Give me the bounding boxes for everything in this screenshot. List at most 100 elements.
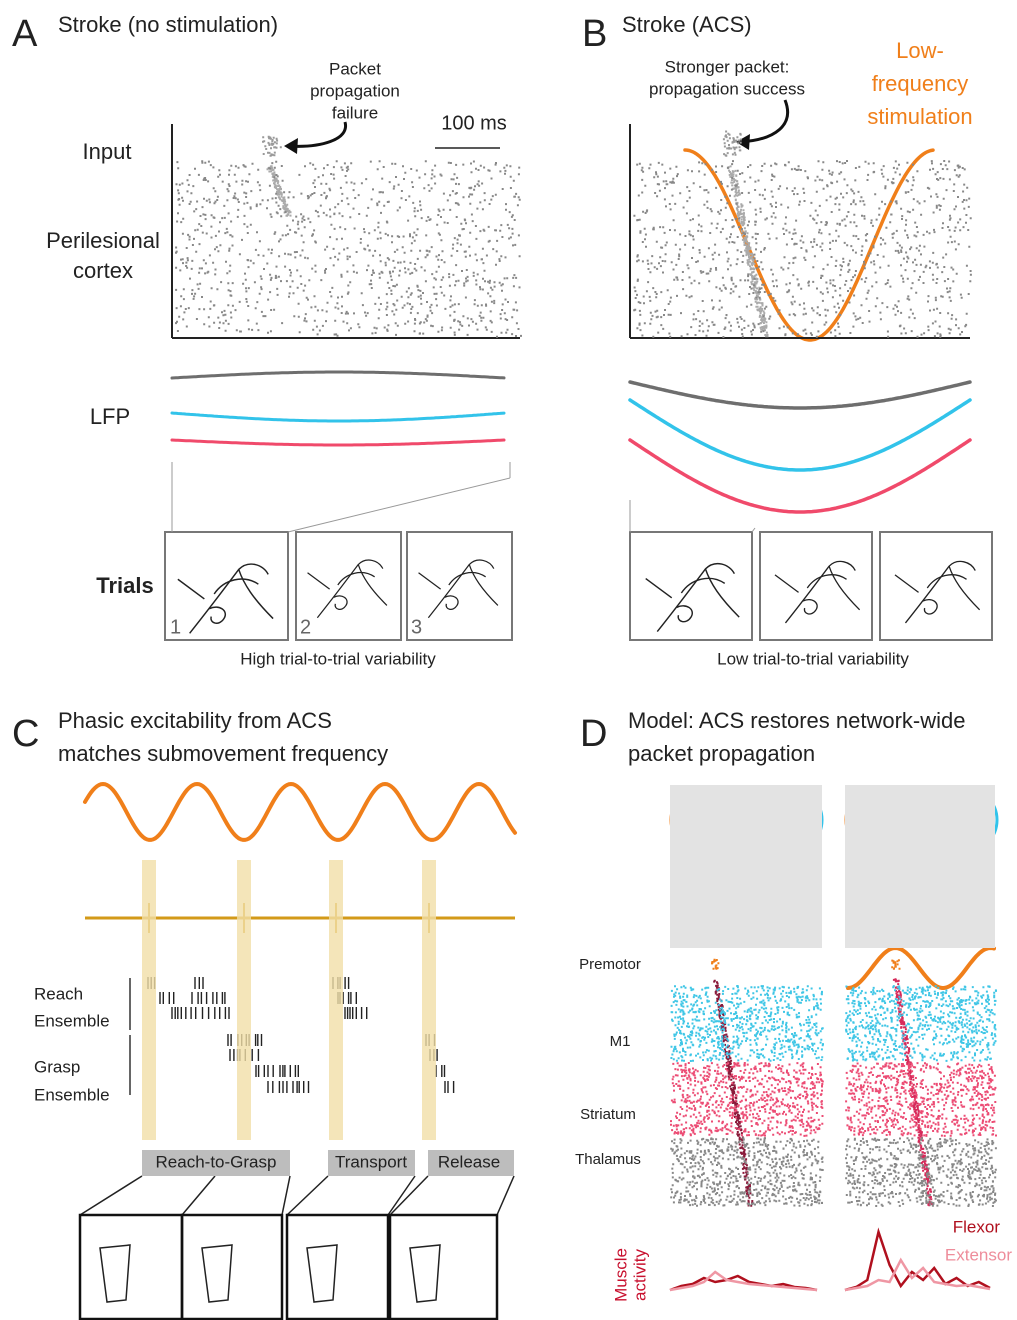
panel-title: matches submovement frequency [58,741,388,766]
hand-sketch [775,561,860,622]
lfp-trace [172,372,504,378]
hand-sketch [895,561,980,622]
hand-stroke [923,600,937,614]
cup-sketch [100,1245,130,1302]
hand-sketch [308,560,387,618]
raster [845,1062,997,1137]
ensemble-label: Ensemble [34,1011,110,1030]
spike-raster [148,977,454,1093]
hand-stroke [445,596,458,609]
region-label: M1 [610,1033,631,1050]
legend-label: Extensor [945,1245,1012,1264]
cup-sketch [307,1245,337,1302]
lfp-trace [172,440,504,445]
movie-frame [287,1215,388,1319]
hand-stroke [949,566,980,610]
stimulation-label: stimulation [867,104,972,129]
caption: High trial-to-trial variability [240,649,436,668]
raster [723,131,742,157]
panel-title: Stroke (ACS) [622,12,752,37]
frame-link [388,1176,415,1215]
hand-stroke [419,573,441,589]
hand-stroke [190,564,269,633]
phase-band [422,860,436,1140]
zoom-line [288,478,510,532]
frame-link [182,1176,215,1215]
hand-stroke [829,566,860,610]
caption: Low trial-to-trial variability [717,649,909,668]
frame-link [287,1176,328,1215]
lfp-trace [630,440,970,512]
panel-letter: D [580,713,607,755]
hand-stroke [178,579,205,599]
trial-number: 2 [300,616,311,638]
annotation: Stronger packet: [665,57,790,76]
phase-band [329,860,343,1140]
trial-box [880,532,992,640]
annotation: propagation success [649,79,805,98]
hand-stroke [677,606,693,622]
packet [267,165,292,217]
hand-stroke [334,596,347,609]
hand-stroke [705,569,739,617]
panel-title: Stroke (no stimulation) [58,12,278,37]
raster [633,160,972,338]
raster [670,1062,824,1137]
panel-letter: B [582,13,607,55]
frame-link [390,1176,428,1215]
muscle-label-line: activity [630,1249,649,1301]
region-label: Premotor [579,956,641,973]
frame-link [282,1176,290,1215]
legend-label: Flexor [953,1217,1001,1236]
lfp-trace [630,400,970,470]
raster [175,160,522,338]
hand-stroke [449,573,486,585]
hand-stroke [895,575,919,592]
row-label: LFP [90,404,130,429]
region-label: Striatum [580,1106,636,1123]
trial-box [296,532,401,640]
movie-frame [390,1215,497,1319]
panel-title: packet propagation [628,741,815,766]
panel-letter: C [12,713,39,755]
zoom-line [752,528,755,532]
hand-stroke [428,560,493,618]
annotation: propagation [310,81,400,100]
hand-stroke [803,600,817,614]
hand-stroke [358,565,387,606]
annotation: failure [332,103,378,122]
ensemble-label: Ensemble [34,1085,110,1104]
hand-stroke [775,575,799,592]
hand-stroke [646,579,672,598]
cup-sketch [410,1245,440,1302]
trial-box [760,532,872,640]
annotation: Packet [329,59,381,78]
trial-number: 3 [411,616,422,638]
trial-box [630,532,752,640]
phase-label: Transport [335,1152,407,1171]
phase-label: Reach-to-Grasp [156,1152,277,1171]
lfp-trace [172,413,504,421]
raster [670,985,824,1062]
hand-stroke [927,575,966,588]
region-label: Thalamus [575,1151,641,1168]
stimulation-wave [848,948,994,988]
row-label: Perilesional [46,228,160,253]
muscle-label-line: Muscle [611,1248,630,1302]
network-box [845,785,995,948]
movie-frame [182,1215,282,1319]
trial-number: 1 [170,616,181,638]
hand-sketch [419,560,498,618]
phase-band [237,860,251,1140]
lfp-trace [630,382,970,408]
hand-stroke [785,561,855,622]
hand-stroke [469,565,498,606]
scale-bar-label: 100 ms [441,112,507,134]
frame-link [497,1176,514,1215]
figure: A Stroke (no stimulation) Packet propaga… [0,0,1017,1320]
hand-stroke [209,607,225,623]
muscle-trace [670,1272,817,1290]
panel-title: Model: ACS restores network-wide [628,708,965,733]
hand-stroke [905,561,975,622]
hand-stroke [657,564,734,632]
